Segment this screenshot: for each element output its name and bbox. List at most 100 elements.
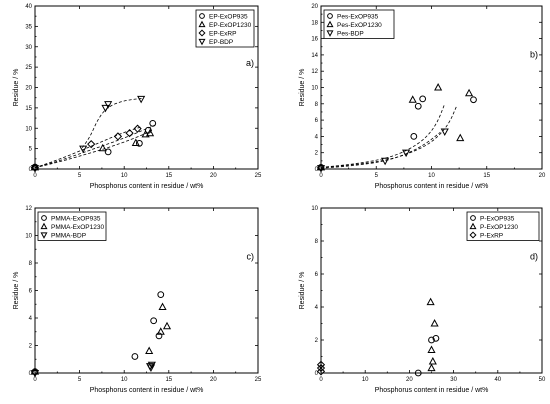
y-tick-label: 0	[315, 371, 319, 377]
legend-label: P-ExOP1230	[480, 224, 518, 231]
data-point	[162, 321, 172, 330]
data-point	[430, 319, 439, 327]
x-tick-label: 20	[210, 377, 217, 383]
data-point	[316, 363, 326, 373]
data-point	[135, 139, 143, 147]
x-axis-label: Phosphorus content in residue / wt%	[90, 183, 204, 190]
x-tick-label: 5	[78, 173, 82, 179]
y-tick-label: 20	[311, 4, 318, 10]
legend-label: PMMA-ExOP935	[51, 215, 101, 222]
data-point	[149, 119, 157, 127]
data-point	[131, 353, 139, 360]
y-tick-label: 8	[29, 261, 33, 267]
y-tick-label: 6	[315, 272, 319, 278]
data-point	[440, 128, 449, 136]
y-tick-label: 12	[25, 206, 32, 212]
fit-curve	[34, 124, 156, 169]
y-axis-label: Residue / %	[299, 69, 306, 107]
x-axis-label: Phosphorus content in residue / wt%	[375, 387, 489, 394]
y-tick-label: 6	[29, 289, 33, 295]
panel-label: a)	[246, 58, 254, 68]
x-tick-label: 15	[165, 377, 172, 383]
y-tick-label: 10	[311, 206, 318, 212]
y-tick-label: 0	[29, 167, 33, 173]
legend-marker	[41, 215, 47, 221]
y-tick-label: 16	[311, 37, 318, 43]
data-point	[101, 104, 110, 113]
x-tick-label: 25	[255, 173, 262, 179]
data-point	[133, 124, 142, 133]
data-point	[414, 369, 422, 377]
legend-label: EP-ExOP935	[209, 13, 248, 20]
data-point	[432, 334, 440, 342]
legend-box	[466, 211, 540, 241]
legend-label: PMMA-ExOP1230	[51, 224, 104, 231]
fit-curve	[320, 105, 458, 168]
x-tick-label: 10	[121, 173, 128, 179]
panel-label: d)	[530, 252, 538, 262]
data-point	[146, 364, 156, 372]
x-tick-label: 10	[121, 377, 128, 383]
chart-panel-c: 0 5 10 15 20 25 0 2 4 6 8 10 12 Phosphorus content in…	[13, 206, 262, 394]
legend-label: EP-ExRP	[209, 30, 236, 37]
legend-label: PMMA-BDP	[51, 232, 86, 239]
y-tick-label: 2	[29, 344, 33, 350]
x-tick-label: 25	[255, 377, 262, 383]
data-point	[87, 140, 96, 149]
legend-label: P-ExOP935	[480, 215, 515, 222]
legend-marker	[470, 215, 476, 221]
data-point	[428, 357, 437, 365]
data-point	[104, 148, 112, 156]
legend-label: Pes-ExOP935	[337, 13, 379, 20]
y-tick-label: 2	[315, 151, 319, 157]
data-point	[428, 336, 435, 344]
data-point	[125, 129, 134, 138]
data-point	[402, 149, 411, 158]
x-tick-label: 0	[33, 173, 37, 179]
data-point	[156, 327, 165, 335]
y-tick-label: 2	[315, 338, 319, 344]
y-tick-label: 20	[25, 86, 32, 92]
y-tick-label: 30	[25, 45, 32, 51]
data-point	[30, 165, 40, 173]
legend-marker	[326, 30, 334, 37]
fit-curve	[34, 126, 143, 169]
data-point	[426, 297, 435, 306]
x-tick-label: 40	[494, 377, 501, 383]
data-point	[30, 367, 40, 375]
legend-marker	[327, 13, 333, 19]
y-tick-label: 6	[315, 118, 319, 124]
x-tick-label: 30	[450, 377, 457, 383]
data-point	[145, 346, 154, 355]
y-tick-label: 5	[29, 147, 33, 153]
legend-label: P-ExRP	[480, 232, 503, 239]
fit-curve	[81, 98, 143, 149]
y-tick-label: 10	[311, 86, 318, 92]
legend-label: Pes-ExOP1230	[337, 22, 382, 29]
x-tick-label: 15	[483, 173, 490, 179]
x-tick-label: 10	[428, 173, 435, 179]
y-tick-label: 14	[311, 53, 318, 59]
data-point	[381, 157, 390, 166]
data-point	[158, 302, 167, 311]
chart-panel-b: 0 5 10 15 20 0 2 4 6 8 10 12 14 16 18 20 Phosphorus cont…	[299, 4, 546, 190]
data-point	[470, 96, 477, 104]
legend-marker	[198, 20, 206, 28]
y-tick-label: 0	[29, 371, 33, 377]
y-tick-label: 10	[25, 234, 32, 240]
data-point	[316, 162, 326, 171]
legend-marker	[469, 231, 477, 239]
x-tick-label: 15	[165, 173, 172, 179]
fit-curve	[34, 129, 153, 169]
x-tick-label: 5	[78, 377, 82, 383]
data-point	[157, 291, 165, 299]
y-tick-label: 25	[25, 65, 32, 71]
data-point	[145, 128, 155, 137]
y-tick-label: 4	[315, 305, 319, 311]
data-point	[316, 367, 326, 376]
legend-marker	[199, 13, 205, 19]
legend-marker	[40, 222, 48, 230]
